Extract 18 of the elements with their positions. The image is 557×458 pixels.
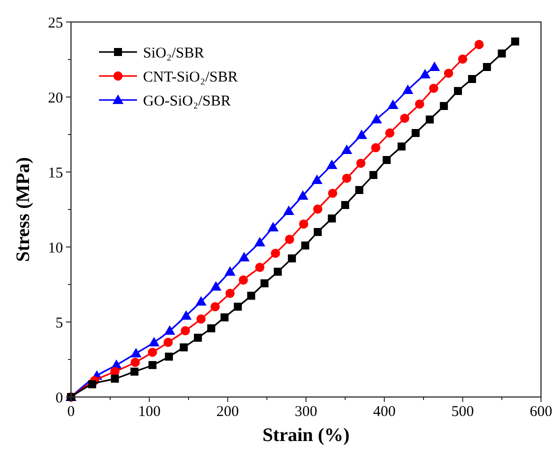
x-tick-label: 300	[294, 404, 318, 420]
y-tick-label: 10	[48, 240, 63, 256]
y-tick-label: 0	[56, 390, 63, 406]
x-tick-label: 100	[138, 404, 161, 420]
y-tick-label: 5	[56, 315, 63, 332]
x-tick-label: 400	[373, 404, 396, 420]
legend-label: CNT-SiO₂/SBR	[143, 69, 238, 86]
x-tick-label: 500	[451, 404, 474, 420]
legend-label: SiO₂/SBR	[143, 45, 204, 62]
x-tick-label: 600	[530, 404, 552, 420]
x-tick-label: 0	[67, 404, 75, 420]
x-axis-title: Strain (%)	[262, 425, 350, 446]
x-tick-label: 200	[216, 404, 239, 420]
y-tick-label: 15	[48, 165, 63, 182]
y-tick-label: 20	[48, 90, 63, 106]
legend-label: GO-SiO₂/SBR	[143, 93, 231, 110]
y-axis-title: Stress (MPa)	[13, 157, 34, 262]
y-tick-label: 25	[48, 15, 63, 32]
